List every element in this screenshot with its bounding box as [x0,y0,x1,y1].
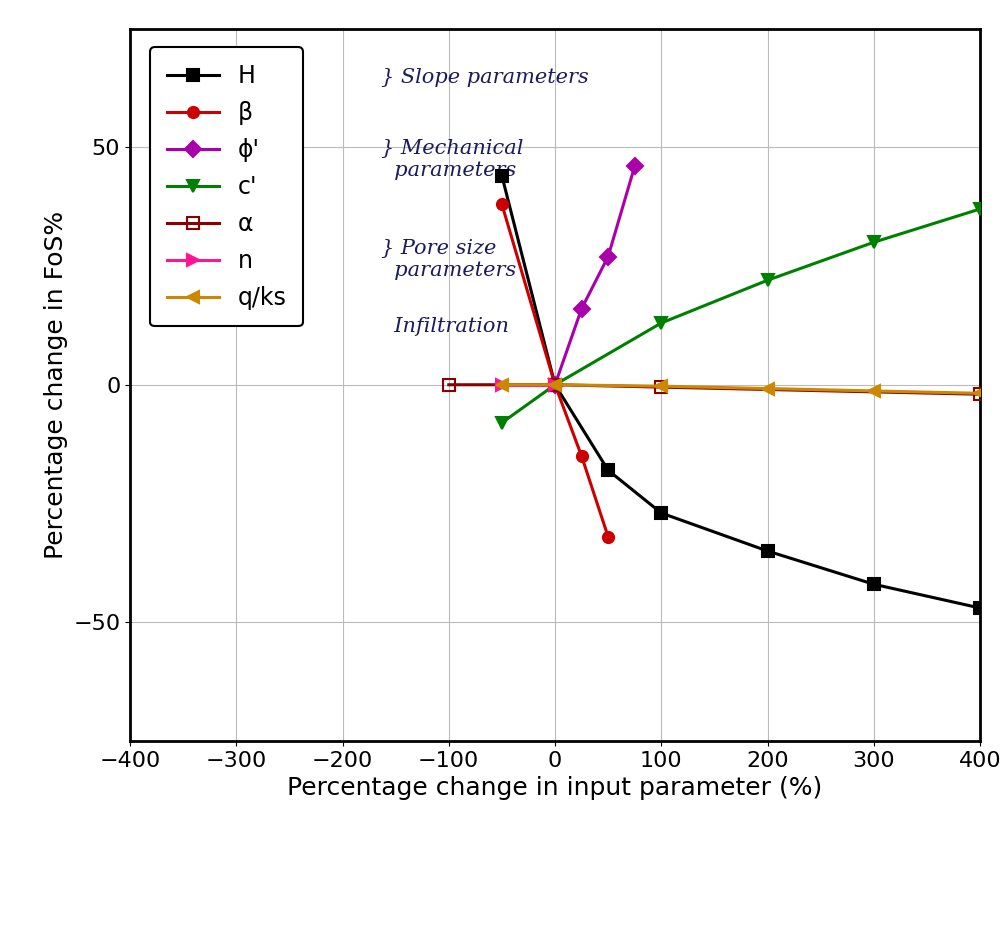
Y-axis label: Percentage change in FoS%: Percentage change in FoS% [44,211,68,559]
Legend: H, β, ϕ', c', α, n, q/ks: H, β, ϕ', c', α, n, q/ks [150,48,303,327]
Text: Infiltration: Infiltration [381,317,509,336]
Text: } Slope parameters: } Slope parameters [381,67,588,86]
X-axis label: Percentage change in input parameter (%): Percentage change in input parameter (%) [287,776,823,800]
Text: } Mechanical
  parameters: } Mechanical parameters [381,139,523,180]
Text: } Pore size
  parameters: } Pore size parameters [381,238,516,279]
